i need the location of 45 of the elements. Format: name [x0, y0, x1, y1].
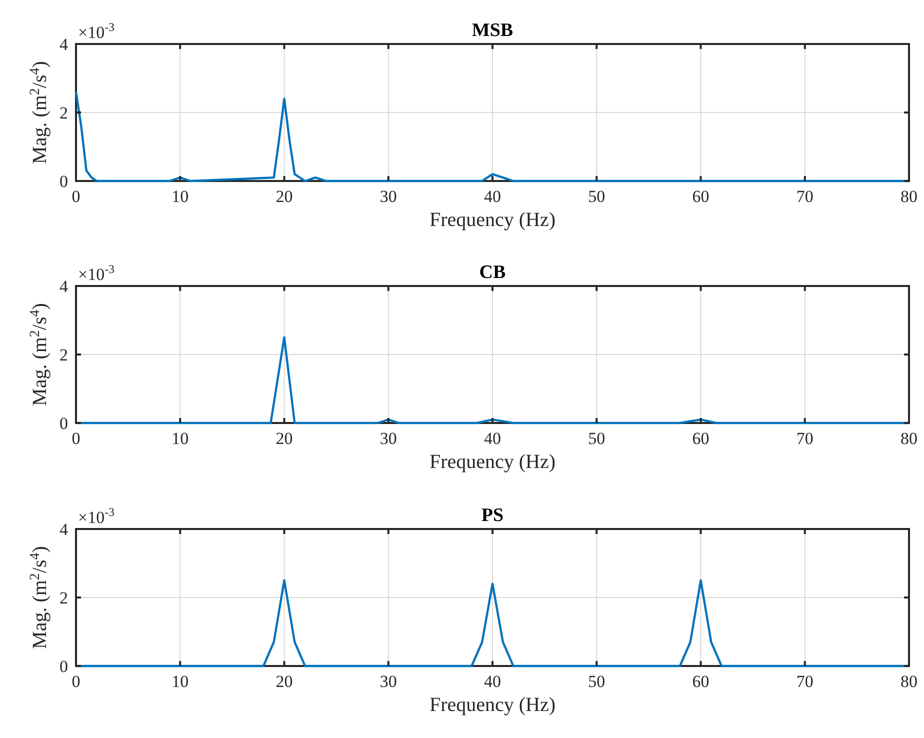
- x-tick-label: 30: [380, 672, 397, 691]
- x-tick-label: 10: [172, 429, 189, 448]
- x-tick-label: 20: [276, 429, 293, 448]
- text: ×10$^{-3}$: [78, 505, 115, 527]
- x-tick-label: 30: [380, 429, 397, 448]
- x-tick-label: 70: [796, 187, 814, 206]
- x-tick-label: 10: [172, 672, 189, 691]
- text: ×10$^{-3}$: [78, 20, 115, 42]
- y-tick-label: 2: [60, 588, 68, 608]
- x-tick-label: 80: [900, 187, 918, 206]
- x-tick-label: 60: [692, 672, 710, 691]
- x-tick-label: 50: [588, 429, 606, 448]
- y-tick-label: 0: [60, 657, 68, 676]
- y-tick-label: 2: [60, 104, 68, 122]
- y-tick-label: 2: [60, 346, 68, 364]
- x-tick-label: 50: [588, 672, 606, 691]
- x-tick-label: 60: [692, 429, 710, 448]
- x-axis-title: Frequency (Hz): [429, 451, 556, 473]
- x-axis-title: Frequency (Hz): [429, 209, 556, 231]
- x-tick-label: 80: [900, 672, 918, 691]
- x-tick-label: 60: [692, 187, 710, 206]
- x-tick-label: 40: [484, 187, 501, 206]
- x-tick-label: 40: [484, 672, 501, 691]
- x-tick-label: 70: [796, 429, 814, 448]
- chart-title: PS: [481, 505, 504, 526]
- y-tick-label: 0: [60, 414, 68, 433]
- text: ×10$^{-3}$: [78, 262, 115, 284]
- x-tick-label: 10: [172, 187, 189, 206]
- x-tick-label: 0: [72, 187, 80, 206]
- y-tick-label: 4: [60, 520, 68, 539]
- x-tick-label: 20: [276, 187, 293, 206]
- x-tick-label: 70: [796, 672, 814, 691]
- x-axis-title: Frequency (Hz): [429, 694, 556, 716]
- y-tick-label: 4: [60, 277, 68, 296]
- x-tick-label: 50: [588, 187, 606, 206]
- y-tick-label: 0: [60, 172, 68, 191]
- x-tick-label: 30: [380, 187, 397, 206]
- chart-title: MSB: [472, 20, 514, 41]
- x-tick-label: 40: [484, 429, 501, 448]
- x-tick-label: 0: [72, 672, 80, 691]
- x-tick-label: 20: [276, 672, 293, 691]
- x-tick-label: 0: [72, 429, 80, 448]
- y-tick-label: 4: [60, 35, 68, 54]
- x-tick-label: 80: [900, 429, 918, 448]
- chart-title: CB: [479, 262, 506, 283]
